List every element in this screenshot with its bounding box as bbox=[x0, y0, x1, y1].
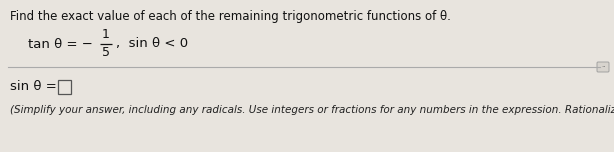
Text: 1: 1 bbox=[102, 29, 110, 41]
Text: sin θ =: sin θ = bbox=[10, 81, 61, 93]
FancyBboxPatch shape bbox=[597, 62, 609, 72]
Text: 5: 5 bbox=[102, 47, 110, 59]
Text: Find the exact value of each of the remaining trigonometric functions of θ.: Find the exact value of each of the rema… bbox=[10, 10, 451, 23]
Bar bbox=[58, 80, 71, 94]
Text: ··: ·· bbox=[600, 64, 605, 70]
Text: (Simplify your answer, including any radicals. Use integers or fractions for any: (Simplify your answer, including any rad… bbox=[10, 105, 614, 115]
Text: ,  sin θ < 0: , sin θ < 0 bbox=[116, 38, 188, 50]
Text: tan θ = −: tan θ = − bbox=[28, 38, 93, 50]
